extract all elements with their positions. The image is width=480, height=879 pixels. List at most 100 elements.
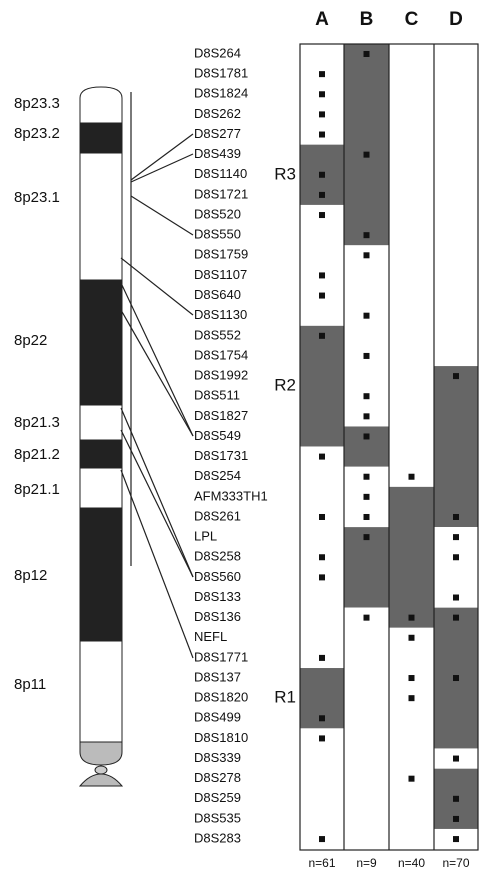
marker-label: D8S339	[194, 750, 241, 765]
marker-label: D8S283	[194, 831, 241, 846]
marker-label: D8S137	[194, 669, 241, 684]
deleted-region	[344, 44, 389, 245]
marker-label: D8S439	[194, 146, 241, 161]
marker-label: D8S1827	[194, 408, 248, 423]
marker-dot	[364, 474, 370, 480]
marker-label: D8S1759	[194, 247, 248, 262]
marker-label: D8S1992	[194, 368, 248, 383]
marker-label: D8S261	[194, 508, 241, 523]
marker-label: D8S640	[194, 287, 241, 302]
column-count: n=70	[442, 856, 469, 870]
marker-dot	[319, 111, 325, 117]
band-label: 8p23.2	[14, 125, 60, 142]
marker-label: D8S535	[194, 810, 241, 825]
marker-label: NEFL	[194, 629, 227, 644]
marker-dot	[409, 615, 415, 621]
marker-dot	[364, 514, 370, 520]
marker-dot	[319, 514, 325, 520]
region-label: R2	[274, 376, 296, 395]
column-header: D	[449, 9, 463, 30]
marker-dot	[364, 232, 370, 238]
figure: 8p23.38p23.28p23.18p228p21.38p21.28p21.1…	[0, 0, 480, 874]
marker-label: D8S1810	[194, 730, 248, 745]
marker-dot	[319, 554, 325, 560]
marker-dot	[319, 132, 325, 138]
marker-dot	[453, 756, 459, 762]
marker-label: D8S1820	[194, 690, 248, 705]
marker-label: D8S499	[194, 710, 241, 725]
marker-dot	[453, 595, 459, 601]
marker-label: D8S552	[194, 327, 241, 342]
marker-dot	[364, 413, 370, 419]
marker-label: D8S262	[194, 106, 241, 121]
marker-dot	[409, 776, 415, 782]
deleted-region	[300, 326, 344, 447]
band-label: 8p21.3	[14, 414, 60, 431]
marker-label: D8S1140	[194, 166, 247, 181]
marker-dot	[364, 51, 370, 57]
marker-dot	[364, 534, 370, 540]
marker-label: D8S258	[194, 549, 241, 564]
marker-dot	[409, 695, 415, 701]
marker-dot	[319, 836, 325, 842]
marker-dot	[453, 554, 459, 560]
marker-dot	[319, 715, 325, 721]
marker-dot	[319, 71, 325, 77]
marker-label: D8S1771	[194, 649, 248, 664]
band-label: 8p21.1	[14, 481, 60, 498]
marker-label: D8S1130	[194, 307, 247, 322]
marker-label: D8S550	[194, 227, 241, 242]
marker-label: D8S136	[194, 609, 241, 624]
marker-dot	[364, 494, 370, 500]
marker-label: LPL	[194, 529, 217, 544]
column-header: C	[405, 9, 419, 30]
column-count: n=40	[398, 856, 425, 870]
marker-dot	[364, 393, 370, 399]
marker-dot	[409, 635, 415, 641]
marker-label: D8S520	[194, 206, 241, 221]
marker-dot	[364, 152, 370, 158]
marker-label: D8S1781	[194, 66, 248, 81]
marker-label: D8S264	[194, 45, 241, 60]
marker-dot	[453, 816, 459, 822]
band-label: 8p11	[14, 676, 46, 693]
marker-label: D8S254	[194, 468, 241, 483]
marker-dot	[453, 514, 459, 520]
marker-dot	[319, 574, 325, 580]
band-label: 8p12	[14, 567, 47, 584]
marker-dot	[453, 796, 459, 802]
marker-label: D8S133	[194, 589, 241, 604]
band-label: 8p23.1	[14, 189, 60, 206]
marker-dot	[319, 333, 325, 339]
connector-lines	[121, 92, 193, 658]
marker-label: D8S1731	[194, 448, 248, 463]
marker-label: AFM333TH1	[194, 488, 268, 503]
band-label: 8p21.2	[14, 446, 60, 463]
marker-label: D8S277	[194, 126, 241, 141]
band-label: 8p22	[14, 332, 47, 349]
marker-dot	[364, 353, 370, 359]
deleted-region	[389, 487, 434, 628]
deleted-region	[434, 366, 478, 527]
marker-dot	[319, 172, 325, 178]
marker-dot	[409, 474, 415, 480]
marker-label: D8S1824	[194, 86, 248, 101]
marker-label: D8S1754	[194, 347, 248, 362]
marker-dot	[364, 433, 370, 439]
marker-dot	[319, 192, 325, 198]
ideogram	[80, 87, 122, 786]
marker-dot	[453, 534, 459, 540]
column-count: n=61	[308, 856, 335, 870]
marker-label: D8S560	[194, 569, 241, 584]
marker-dot	[364, 252, 370, 258]
marker-label: D8S1107	[194, 267, 247, 282]
column-header: B	[360, 9, 374, 30]
marker-label: D8S1721	[194, 186, 248, 201]
marker-dot	[319, 91, 325, 97]
region-label: R1	[274, 688, 296, 707]
column-count: n=9	[356, 856, 377, 870]
marker-label: D8S278	[194, 770, 241, 785]
marker-label: D8S511	[194, 388, 240, 403]
marker-dot	[453, 615, 459, 621]
marker-dot	[319, 272, 325, 278]
